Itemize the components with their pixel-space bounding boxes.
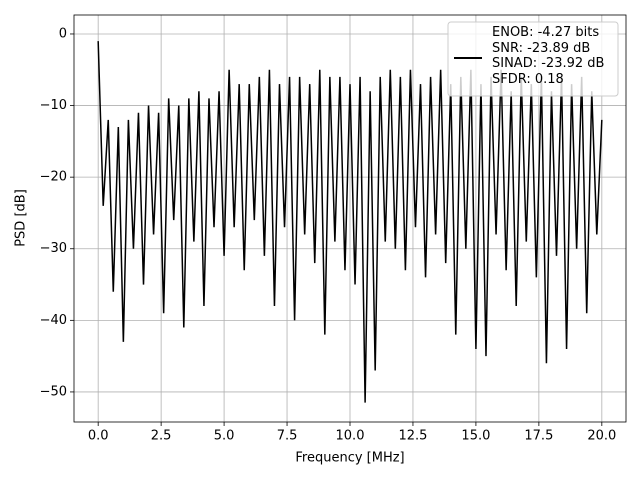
x-tick-label: 12.5 xyxy=(398,429,427,444)
legend-label: ENOB: -4.27 bits SNR: -23.89 dB SINAD: -… xyxy=(492,25,605,87)
y-tick-label: −50 xyxy=(40,384,67,399)
x-tick-label: 17.5 xyxy=(524,429,553,444)
x-axis-label: Frequency [MHz] xyxy=(295,451,404,466)
line xyxy=(97,41,603,403)
y-tick-label: 0 xyxy=(59,26,67,41)
x-tick-label: 2.5 xyxy=(151,429,172,444)
y-tick-label: −10 xyxy=(40,98,67,113)
x-tick-label: 20.0 xyxy=(587,429,616,444)
plot-frame xyxy=(73,14,627,423)
x-tick-label: 5.0 xyxy=(214,429,235,444)
y-tick-label: −20 xyxy=(40,170,67,185)
x-tick-label: 7.5 xyxy=(277,429,298,444)
y-tick-label: −40 xyxy=(40,313,67,328)
x-tick-label: 10.0 xyxy=(336,429,365,444)
x-tick-label: 0.0 xyxy=(88,429,109,444)
y-axis-label: PSD [dB] xyxy=(14,189,29,247)
legend-box xyxy=(447,21,619,97)
y-tick-label: −30 xyxy=(40,241,67,256)
x-tick-label: 15.0 xyxy=(461,429,490,444)
